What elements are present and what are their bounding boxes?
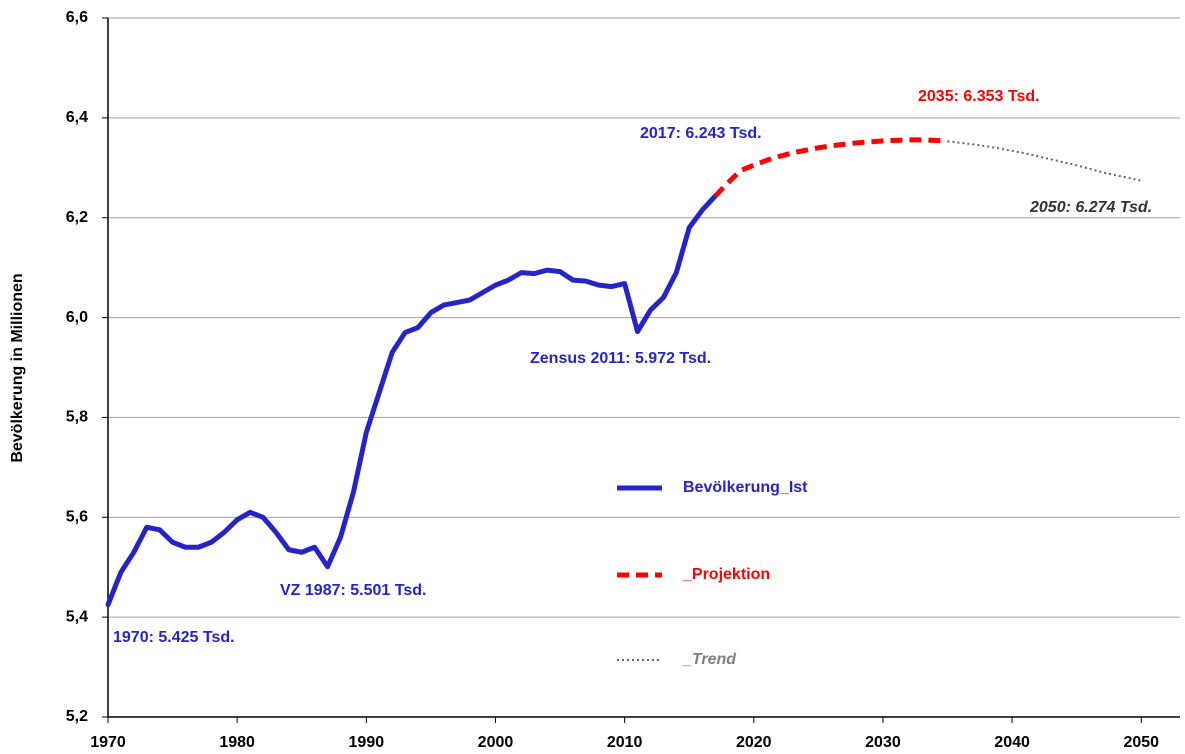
x-tick-label: 2040: [994, 734, 1030, 751]
x-tick-label: 2020: [736, 734, 772, 751]
x-tick-label: 1970: [90, 734, 126, 751]
y-tick-label: 5,6: [66, 509, 88, 526]
x-tick-label: 2010: [607, 734, 643, 751]
annotation: 1970: 5.425 Tsd.: [113, 629, 235, 646]
y-tick-label: 5,4: [66, 608, 88, 625]
x-tick-label: 1980: [219, 734, 255, 751]
annotation: Zensus 2011: 5.972 Tsd.: [530, 350, 711, 367]
series-line: [947, 140, 1142, 182]
annotation: VZ 1987: 5.501 Tsd.: [280, 582, 426, 599]
y-axis-label: Bevölkerung in Millionen: [9, 273, 26, 462]
x-tick-label: 2000: [478, 734, 514, 751]
y-tick-label: 6,6: [66, 9, 88, 26]
y-tick-label: 6,2: [66, 209, 88, 226]
y-tick-label: 6,0: [66, 309, 88, 326]
series-line: [105, 193, 718, 608]
annotation: 2050: 6.274 Tsd.: [1029, 199, 1152, 216]
y-tick-label: 5,8: [66, 409, 88, 426]
series-line: [713, 137, 948, 198]
annotation: 2035: 6.353 Tsd.: [918, 88, 1040, 105]
x-tick-label: 1990: [349, 734, 385, 751]
annotation: 2017: 6.243 Tsd.: [640, 125, 762, 142]
legend-label: Bevölkerung_Ist: [683, 479, 808, 496]
legend-label: _Projektion: [682, 566, 770, 583]
y-tick-label: 5,2: [66, 708, 88, 725]
x-tick-label: 2050: [1123, 734, 1159, 751]
legend-label: _Trend: [682, 651, 737, 668]
y-tick-label: 6,4: [66, 109, 88, 126]
x-tick-label: 2030: [865, 734, 901, 751]
